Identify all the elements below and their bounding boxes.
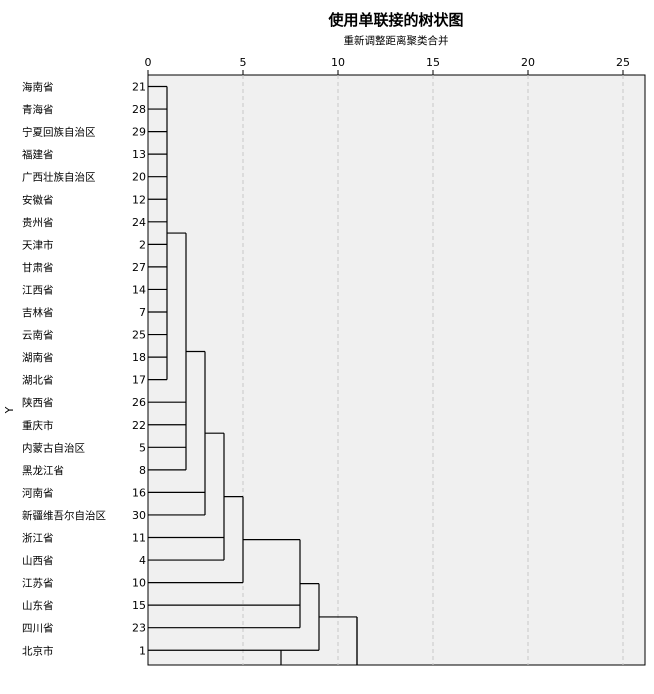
leaf-case-number: 8	[139, 464, 146, 477]
leaf-name: 吉林省	[22, 306, 54, 319]
leaf-case-number: 25	[132, 329, 146, 342]
leaf-name: 四川省	[22, 622, 54, 635]
leaf-name: 北京市	[22, 644, 54, 657]
leaf-name: 天津市	[22, 238, 54, 251]
leaf-case-number: 11	[132, 532, 146, 545]
leaf-name: 浙江省	[22, 532, 54, 545]
chart-subtitle: 重新调整距离聚类合并	[344, 34, 449, 47]
leaf-case-number: 29	[132, 126, 146, 139]
leaf-case-number: 13	[132, 148, 146, 161]
leaf-case-number: 2	[139, 238, 146, 251]
leaf-case-number: 4	[139, 554, 146, 567]
x-tick-label: 10	[331, 56, 345, 69]
leaf-name: 江西省	[22, 283, 54, 296]
leaf-case-number: 23	[132, 622, 146, 635]
leaf-name: 安徽省	[22, 193, 54, 206]
leaf-case-number: 15	[132, 599, 146, 612]
leaf-case-number: 21	[132, 81, 146, 94]
leaf-name: 贵州省	[22, 216, 54, 229]
x-tick-label: 25	[616, 56, 630, 69]
leaf-name: 湖北省	[22, 374, 54, 387]
x-axis-ticks: 0 5 10 15 20 25	[145, 56, 630, 75]
chart-title: 使用单联接的树状图	[327, 11, 463, 29]
leaf-case-number: 14	[132, 283, 146, 296]
y-axis-label: Y	[3, 406, 16, 414]
leaf-name: 甘肃省	[22, 261, 54, 274]
leaf-case-number: 22	[132, 419, 146, 432]
leaf-name: 黑龙江省	[22, 464, 64, 477]
leaf-name: 宁夏回族自治区	[22, 126, 96, 139]
x-tick-label: 0	[145, 56, 152, 69]
leaf-name: 新疆维吾尔自治区	[22, 509, 106, 522]
leaf-case-number: 12	[132, 193, 146, 206]
leaf-case-number: 5	[139, 441, 146, 454]
leaf-case-number: 30	[132, 509, 146, 522]
leaf-case-number: 24	[132, 216, 146, 229]
leaf-name: 陕西省	[22, 396, 54, 409]
leaf-name: 山西省	[22, 554, 54, 567]
leaf-case-number: 28	[132, 103, 146, 116]
leaf-case-number: 20	[132, 171, 146, 184]
leaf-name: 海南省	[22, 81, 54, 94]
leaf-case-number: 16	[132, 486, 146, 499]
leaf-case-number: 7	[139, 306, 146, 319]
leaf-case-number: 10	[132, 577, 146, 590]
leaf-case-number: 27	[132, 261, 146, 274]
x-tick-label: 15	[426, 56, 440, 69]
leaf-name: 山东省	[22, 599, 54, 612]
leaf-name: 重庆市	[22, 419, 54, 432]
dendrogram-tree	[148, 85, 358, 665]
leaf-name: 河南省	[22, 486, 54, 499]
leaf-case-number: 1	[139, 644, 146, 657]
plot-area	[147, 74, 646, 666]
leaf-name: 福建省	[22, 148, 54, 161]
x-tick-label: 20	[521, 56, 535, 69]
leaf-name: 江苏省	[22, 577, 54, 590]
leaf-case-number: 17	[132, 374, 146, 387]
leaf-case-number: 26	[132, 396, 146, 409]
x-tick-label: 5	[240, 56, 247, 69]
leaf-name: 湖南省	[22, 351, 54, 364]
leaf-case-number: 18	[132, 351, 146, 364]
leaf-name: 内蒙古自治区	[22, 441, 85, 454]
leaf-name: 广西壮族自治区	[22, 171, 96, 184]
leaf-name: 青海省	[22, 103, 54, 116]
leaf-name: 云南省	[22, 329, 54, 342]
